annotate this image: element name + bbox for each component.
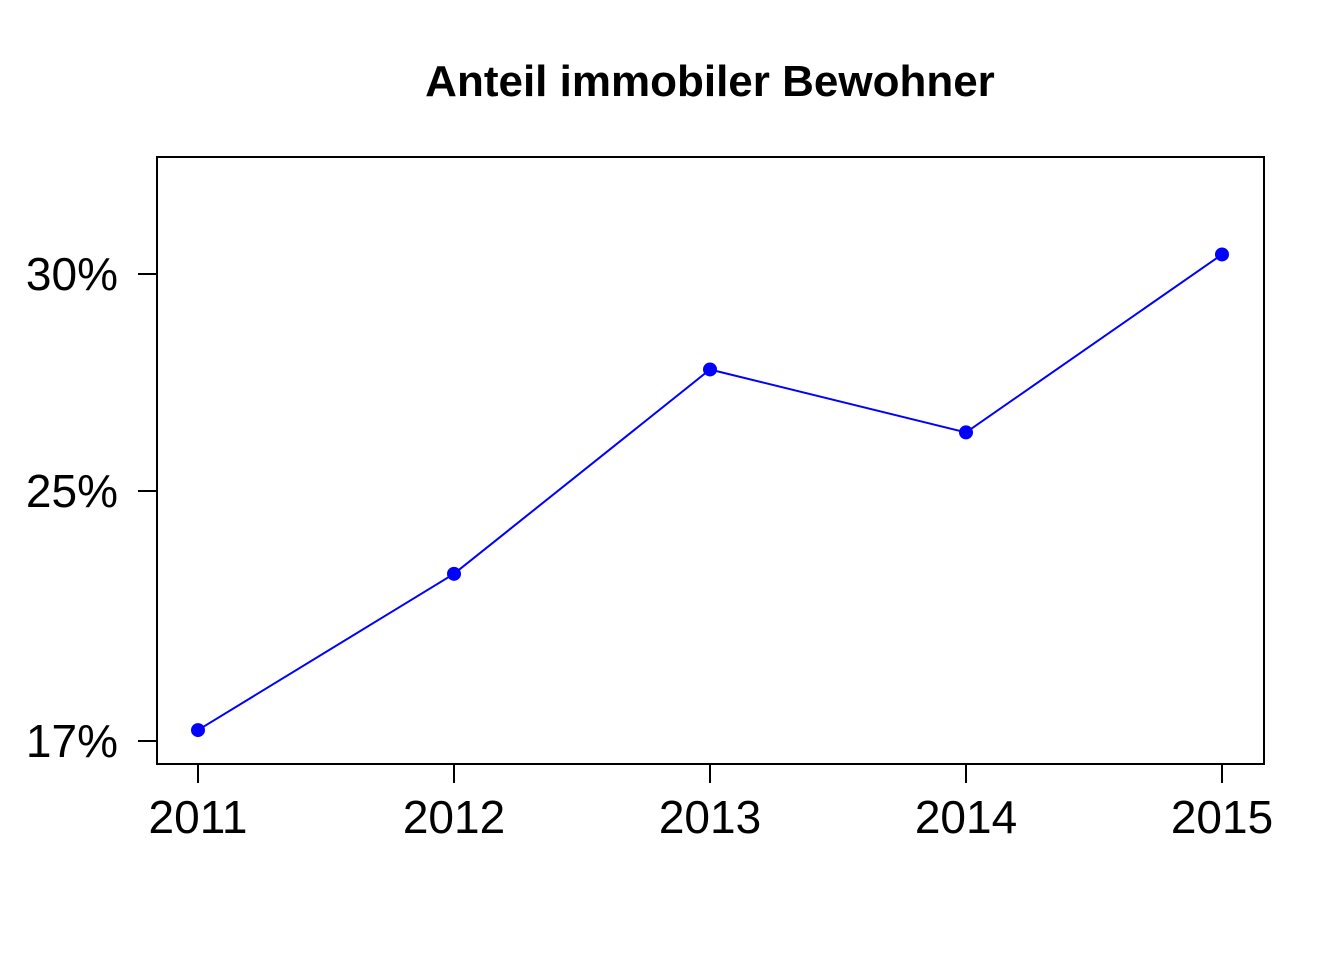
data-point <box>191 723 205 738</box>
x-tick-label: 2012 <box>403 791 505 843</box>
series-line <box>197 253 1223 731</box>
x-axis: 2011 2012 2013 2014 2015 <box>149 764 1273 843</box>
y-tick-label: 17% <box>26 715 118 767</box>
x-tick-label: 2013 <box>659 791 761 843</box>
x-tick-label: 2014 <box>915 791 1017 843</box>
data-point <box>703 362 717 377</box>
data-point <box>1215 247 1229 262</box>
x-tick-label: 2015 <box>1171 791 1273 843</box>
x-tick-label: 2011 <box>149 791 248 843</box>
series-layer <box>191 247 1229 738</box>
plot-frame <box>156 156 1265 765</box>
y-tick-label: 25% <box>26 465 118 517</box>
chart-title: Anteil immobiler Bewohner <box>425 57 995 106</box>
y-tick-label: 30% <box>26 248 118 300</box>
y-axis: 17% 25% 30% <box>26 248 157 767</box>
data-point <box>959 425 973 440</box>
data-point <box>447 566 461 581</box>
